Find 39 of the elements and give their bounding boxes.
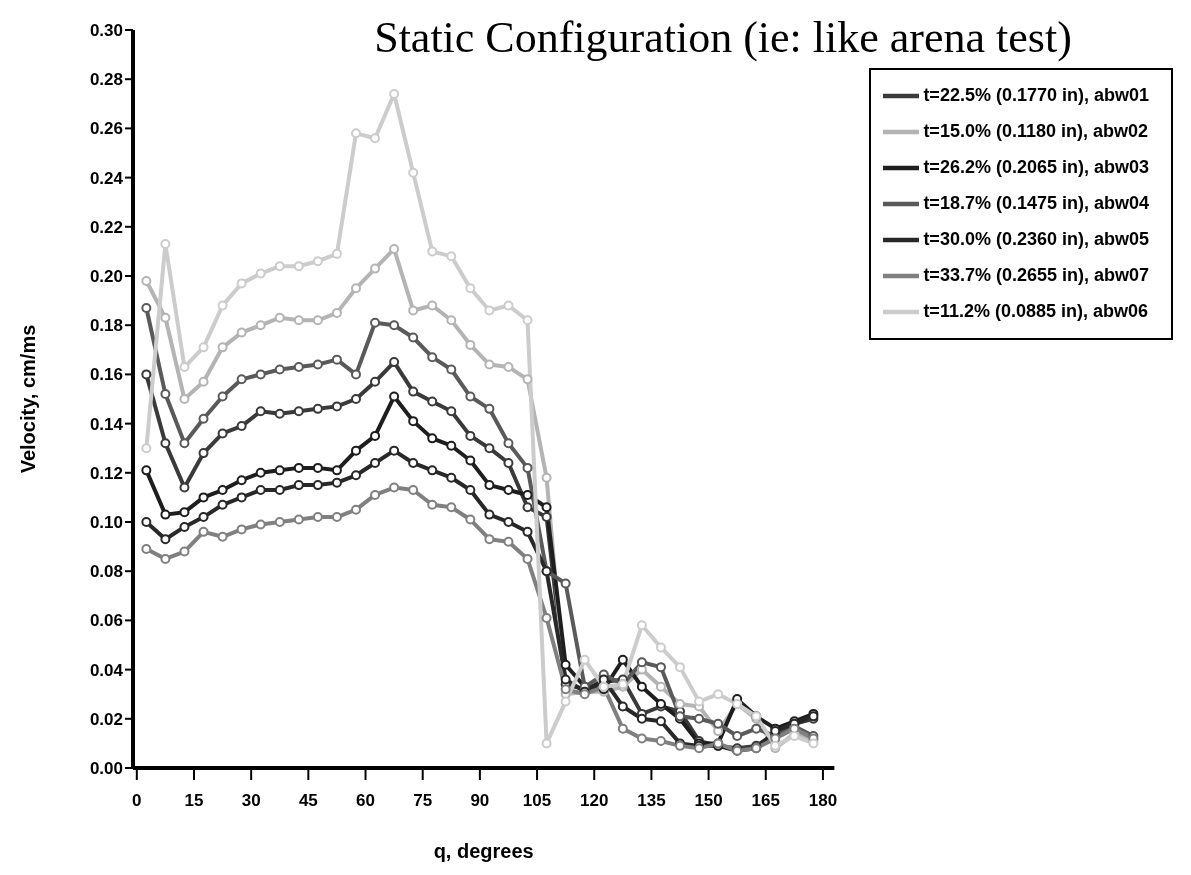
- y-tick-label: 0.06: [89, 611, 123, 631]
- y-tick-label: 0.18: [89, 316, 123, 336]
- legend-label: t=30.0% (0.2360 in), abw05: [923, 228, 1149, 249]
- y-tick-label: 0.04: [89, 660, 124, 680]
- legend-label: t=18.7% (0.1475 in), abw04: [923, 192, 1149, 213]
- x-tick-label: 135: [637, 791, 666, 811]
- legend-label: t=33.7% (0.2655 in), abw07: [923, 264, 1149, 285]
- x-tick-label: 60: [356, 791, 375, 811]
- x-tick-label: 0: [132, 791, 142, 811]
- legend-label: t=26.2% (0.2065 in), abw03: [923, 156, 1149, 177]
- y-tick-label: 0.14: [89, 414, 124, 434]
- y-tick-label: 0.22: [89, 217, 123, 237]
- x-tick-label: 30: [241, 791, 261, 811]
- x-tick-label: 165: [751, 791, 780, 811]
- y-tick-label: 0.28: [89, 70, 123, 90]
- x-tick-label: 15: [184, 791, 204, 811]
- y-tick-label: 0.08: [89, 562, 123, 582]
- x-tick-label: 150: [694, 791, 723, 811]
- y-tick-label: 0.30: [89, 21, 123, 41]
- x-tick-label: 90: [470, 791, 490, 811]
- x-tick-label: 120: [580, 791, 609, 811]
- x-tick-label: 180: [808, 791, 838, 811]
- y-tick-label: 0.26: [89, 119, 123, 139]
- legend-label: t=22.5% (0.1770 in), abw01: [923, 84, 1149, 105]
- y-tick-label: 0.20: [89, 267, 123, 287]
- y-tick-label: 0.16: [89, 365, 123, 385]
- y-tick-label: 0.00: [89, 759, 123, 779]
- x-tick-label: 105: [522, 791, 552, 811]
- y-tick-label: 0.02: [89, 709, 123, 729]
- legend-label: t=15.0% (0.1180 in), abw02: [923, 120, 1148, 141]
- y-tick-label: 0.12: [89, 463, 123, 483]
- chart-title: Static Configuration (ie: like arena test): [373, 12, 1073, 63]
- x-axis-title: q, degrees: [433, 840, 534, 862]
- y-tick-label: 0.10: [89, 513, 123, 533]
- x-tick-label: 45: [298, 791, 318, 811]
- y-axis-title: Velocity, cm/ms: [17, 324, 40, 474]
- x-tick-label: 75: [413, 791, 433, 811]
- y-tick-label: 0.24: [89, 168, 124, 188]
- legend-label: t=11.2% (0.0885 in), abw06: [923, 300, 1148, 321]
